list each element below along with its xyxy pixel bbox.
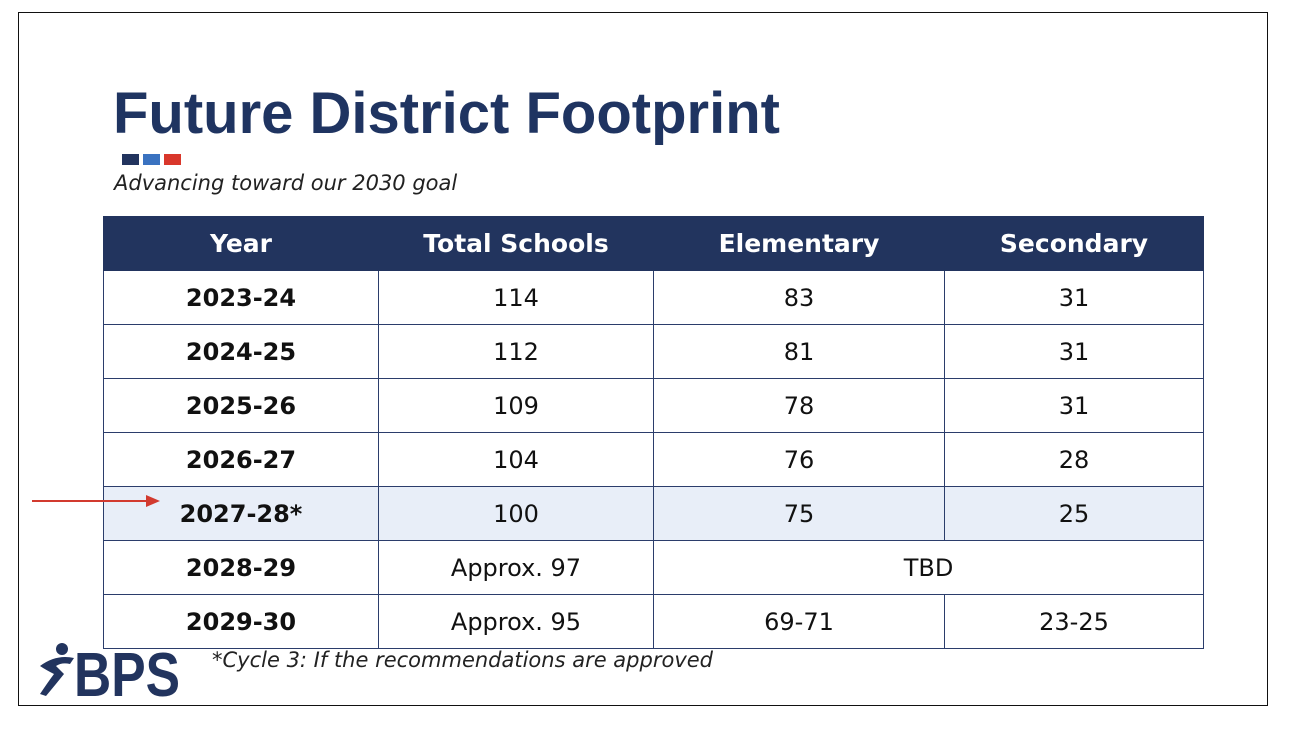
column-header: Year: [103, 216, 379, 271]
accent-square: [122, 154, 139, 165]
year-cell: 2029-30: [103, 594, 379, 649]
value-cell: 75: [653, 486, 945, 541]
value-cell: 76: [653, 432, 945, 487]
logo-text: BPS: [74, 641, 180, 702]
table-row: 2027-28* 100 75 25: [103, 486, 1204, 541]
value-cell: 100: [378, 486, 654, 541]
footnote: *Cycle 3: If the recommendations are app…: [212, 648, 713, 672]
table-row: 2023-24 114 83 31: [103, 270, 1204, 325]
year-cell: 2023-24: [103, 270, 379, 325]
table-row: 2026-27 104 76 28: [103, 432, 1204, 487]
value-cell: 78: [653, 378, 945, 433]
column-header: Elementary: [653, 216, 945, 271]
value-cell: 112: [378, 324, 654, 379]
value-cell: 25: [944, 486, 1204, 541]
value-cell: Approx. 95: [378, 594, 654, 649]
slide-frame: [18, 12, 1268, 706]
year-cell: 2024-25: [103, 324, 379, 379]
title: Future District Footprint: [113, 81, 780, 146]
accent-square: [143, 154, 160, 165]
column-header: Total Schools: [378, 216, 654, 271]
subtitle: Advancing toward our 2030 goal: [114, 171, 458, 195]
value-cell: 31: [944, 324, 1204, 379]
accent-square: [164, 154, 181, 165]
value-cell: 109: [378, 378, 654, 433]
year-cell: 2028-29: [103, 540, 379, 595]
footprint-table: Year Total Schools Elementary Secondary 202…: [103, 216, 1204, 649]
table-row: 2024-25 112 81 31: [103, 324, 1204, 379]
value-cell: 28: [944, 432, 1204, 487]
header-row: Year Total Schools Elementary Secondary: [103, 216, 1204, 271]
arrow: [32, 495, 160, 507]
year-cell: 2026-27: [103, 432, 379, 487]
table-row: 2028-29 Approx. 97 TBD: [103, 540, 1204, 595]
column-header: Secondary: [944, 216, 1204, 271]
value-cell: 69-71: [653, 594, 945, 649]
table-row: 2025-26 109 78 31: [103, 378, 1204, 433]
value-cell: 81: [653, 324, 945, 379]
year-cell: 2025-26: [103, 378, 379, 433]
value-cell: 31: [944, 378, 1204, 433]
value-cell: 114: [378, 270, 654, 325]
value-cell: 83: [653, 270, 945, 325]
value-cell: 104: [378, 432, 654, 487]
logo: BPS: [40, 641, 180, 702]
value-cell: Approx. 97: [378, 540, 654, 595]
value-cell: 23-25: [944, 594, 1204, 649]
value-cell: TBD: [653, 540, 1204, 595]
table-row: 2029-30 Approx. 95 69-71 23-25: [103, 594, 1204, 649]
value-cell: 31: [944, 270, 1204, 325]
